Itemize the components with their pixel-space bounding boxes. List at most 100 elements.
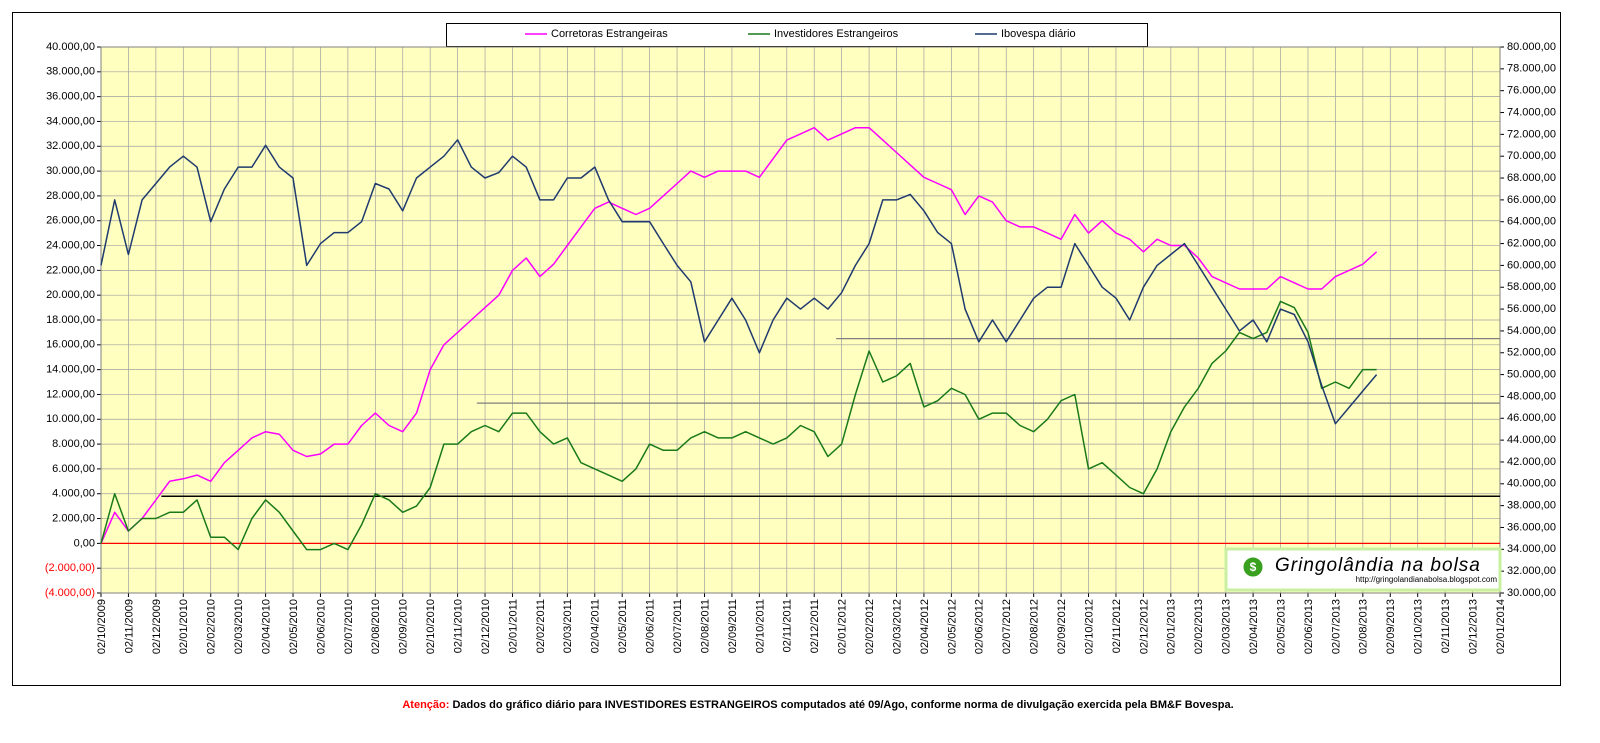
y2-tick-label: 54.000,00 xyxy=(1507,325,1556,337)
y2-tick-label: 50.000,00 xyxy=(1507,369,1556,381)
logo-title: Gringolândia na bolsa xyxy=(1275,555,1481,576)
x-tick-label: 02/09/2010 xyxy=(398,599,410,654)
x-tick-label: 02/10/2013 xyxy=(1413,599,1425,654)
x-tick-label: 02/11/2010 xyxy=(453,599,465,653)
x-tick-label: 02/10/2010 xyxy=(425,599,437,654)
y-tick-label: 12.000,00 xyxy=(46,388,95,400)
y-tick-label: 20.000,00 xyxy=(46,289,95,301)
x-tick-label: 02/06/2013 xyxy=(1303,599,1315,654)
footnote-label: Atenção: xyxy=(402,699,449,711)
y-tick-label: 34.000,00 xyxy=(46,115,95,127)
logo-url: http://gringolandianabolsa.blogspot.com xyxy=(1356,575,1498,584)
x-tick-label: 02/01/2013 xyxy=(1166,599,1178,654)
y-tick-label: 0,00 xyxy=(74,537,95,549)
y-tick-label: 8.000,00 xyxy=(52,438,95,450)
y-tick-label: 28.000,00 xyxy=(46,190,95,202)
x-tick-label: 02/03/2013 xyxy=(1221,599,1233,654)
y2-tick-label: 46.000,00 xyxy=(1507,412,1556,424)
y-tick-label: 40.000,00 xyxy=(46,41,95,53)
x-tick-label: 02/02/2012 xyxy=(864,599,876,654)
x-tick-label: 02/04/2013 xyxy=(1248,599,1260,654)
x-tick-label: 02/05/2013 xyxy=(1275,599,1287,654)
x-tick-label: 02/08/2011 xyxy=(699,599,711,653)
series-line xyxy=(100,139,1378,425)
x-tick-label: 02/07/2010 xyxy=(343,599,355,654)
plot-border xyxy=(100,46,1501,594)
y-tick-label: 24.000,00 xyxy=(46,239,95,251)
x-tick-label: 02/07/2011 xyxy=(672,599,684,653)
legend-label: Investidores Estrangeiros xyxy=(774,28,899,40)
footnote: Atenção: Dados do gráfico diário para IN… xyxy=(402,699,1233,711)
x-tick-label: 02/08/2013 xyxy=(1358,599,1370,654)
y2-tick-label: 70.000,00 xyxy=(1507,150,1556,162)
y2-tick-label: 74.000,00 xyxy=(1507,106,1556,118)
y2-tick-label: 72.000,00 xyxy=(1507,128,1556,140)
x-tick-label: 02/12/2009 xyxy=(151,599,163,654)
x-tick-label: 02/05/2012 xyxy=(946,599,958,654)
x-tick-label: 02/04/2012 xyxy=(919,599,931,654)
x-tick-label: 02/12/2011 xyxy=(809,599,821,653)
y-tick-label: 36.000,00 xyxy=(46,91,95,103)
x-tick-label: 02/06/2012 xyxy=(974,599,986,654)
x-tick-label: 02/12/2013 xyxy=(1467,599,1479,654)
x-tick-label: 02/08/2010 xyxy=(370,599,382,654)
logo-icon xyxy=(1242,556,1264,578)
x-tick-label: 02/01/2010 xyxy=(178,599,190,654)
x-tick-label: 02/08/2012 xyxy=(1029,599,1041,654)
y-tick-label: 10.000,00 xyxy=(46,413,95,425)
y-tick-label: 16.000,00 xyxy=(46,339,95,351)
x-tick-label: 02/10/2009 xyxy=(96,599,108,654)
y-tick-label: 6.000,00 xyxy=(52,463,95,475)
y2-tick-label: 30.000,00 xyxy=(1507,587,1556,599)
y2-tick-label: 58.000,00 xyxy=(1507,281,1556,293)
x-tick-label: 02/02/2010 xyxy=(206,599,218,654)
x-tick-label: 02/07/2012 xyxy=(1001,599,1013,654)
y-tick-label: (2.000,00) xyxy=(45,562,95,574)
y2-tick-label: 36.000,00 xyxy=(1507,521,1556,533)
y2-tick-label: 40.000,00 xyxy=(1507,478,1556,490)
logo: $ Gringolândia na bolsa http://gringolan… xyxy=(1224,547,1502,592)
y2-tick-label: 68.000,00 xyxy=(1507,172,1556,184)
x-tick-label: 02/10/2011 xyxy=(754,599,766,653)
x-tick-label: 02/09/2013 xyxy=(1385,599,1397,654)
x-tick-label: 02/05/2011 xyxy=(617,599,629,653)
y-tick-label: 38.000,00 xyxy=(46,66,95,78)
x-tick-label: 02/06/2011 xyxy=(645,599,657,653)
y2-tick-label: 56.000,00 xyxy=(1507,303,1556,315)
x-tick-label: 02/10/2012 xyxy=(1083,599,1095,654)
x-tick-label: 02/03/2012 xyxy=(891,599,903,654)
x-tick-label: 02/11/2009 xyxy=(123,599,135,653)
y2-tick-label: 44.000,00 xyxy=(1507,434,1556,446)
legend-label: Corretoras Estrangeiras xyxy=(551,28,668,40)
y2-tick-label: 48.000,00 xyxy=(1507,390,1556,402)
x-tick-label: 02/01/2011 xyxy=(507,599,519,653)
y2-tick-label: 64.000,00 xyxy=(1507,216,1556,228)
y2-tick-label: 34.000,00 xyxy=(1507,543,1556,555)
x-tick-label: 02/11/2011 xyxy=(782,599,794,652)
y-tick-label: 2.000,00 xyxy=(52,512,95,524)
x-tick-label: 02/09/2012 xyxy=(1056,599,1068,654)
legend-label: Ibovespa diário xyxy=(1001,28,1076,40)
y-tick-label: (4.000,00) xyxy=(45,587,95,599)
x-tick-label: 02/09/2011 xyxy=(727,599,739,653)
y-tick-label: 18.000,00 xyxy=(46,314,95,326)
y2-tick-label: 52.000,00 xyxy=(1507,347,1556,359)
series-line xyxy=(100,300,1377,551)
x-tick-label: 02/07/2013 xyxy=(1330,599,1342,654)
y-tick-label: 32.000,00 xyxy=(46,140,95,152)
y-tick-label: 4.000,00 xyxy=(52,488,95,500)
x-tick-label: 02/02/2013 xyxy=(1193,599,1205,654)
y2-tick-label: 42.000,00 xyxy=(1507,456,1556,468)
y2-tick-label: 66.000,00 xyxy=(1507,194,1556,206)
x-tick-label: 02/01/2012 xyxy=(837,599,849,654)
y-tick-label: 26.000,00 xyxy=(46,215,95,227)
x-tick-label: 02/01/2014 xyxy=(1495,599,1507,654)
x-tick-label: 02/12/2010 xyxy=(480,599,492,654)
x-tick-label: 02/04/2011 xyxy=(590,599,602,653)
x-tick-label: 02/02/2011 xyxy=(535,599,547,653)
y2-tick-label: 38.000,00 xyxy=(1507,500,1556,512)
x-tick-label: 02/05/2010 xyxy=(288,599,300,654)
x-tick-label: 02/03/2011 xyxy=(562,599,574,653)
